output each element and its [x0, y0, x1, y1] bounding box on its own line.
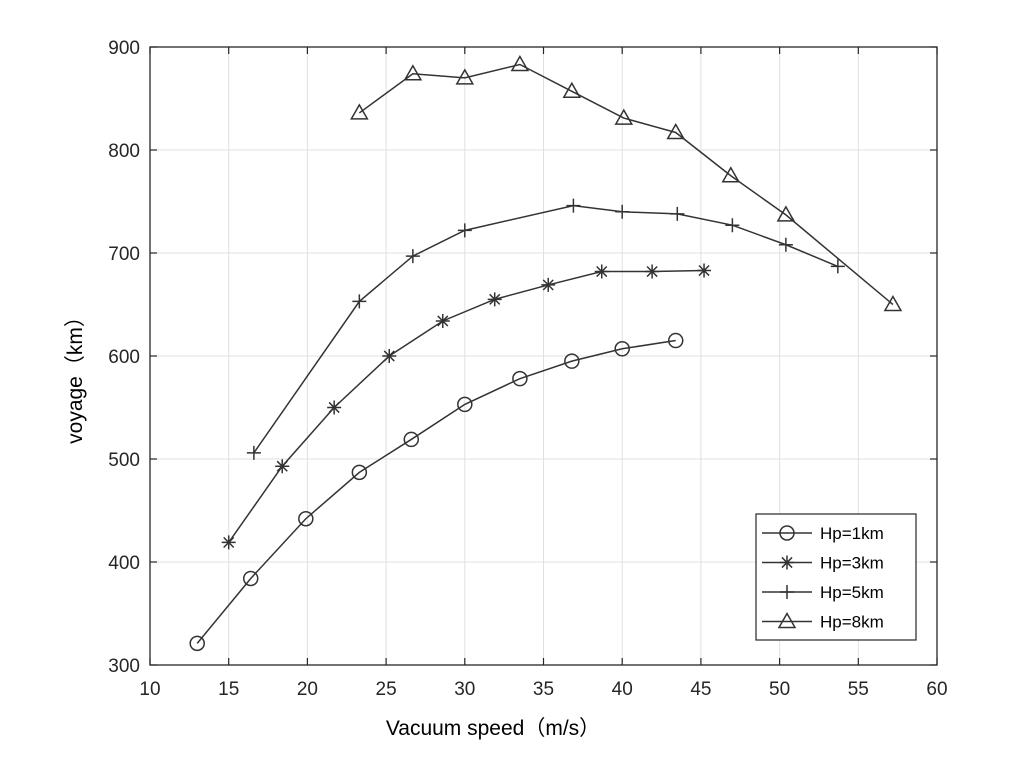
axes [149, 46, 938, 666]
data-point-triangle [666, 122, 686, 140]
data-point-plus [778, 237, 793, 252]
data-point-triangle [721, 166, 741, 183]
series-1 [189, 332, 684, 652]
y-tick-label: 300 [108, 656, 140, 677]
data-point-circle [298, 510, 314, 527]
data-point-circle [779, 525, 795, 541]
data-point-triangle [776, 205, 796, 222]
y-tick-label: 500 [108, 450, 140, 471]
series-4 [350, 54, 903, 312]
data-point-plus [405, 249, 420, 264]
legend-label: Hp=3km [820, 554, 884, 573]
data-point-circle [189, 635, 205, 652]
data-point-asterisk [382, 349, 397, 363]
series-line [358, 63, 894, 306]
data-point-triangle [883, 294, 903, 312]
data-point-plus [780, 585, 794, 599]
data-point-triangle [510, 54, 530, 72]
data-point-triangle [777, 611, 797, 629]
data-point-circle [242, 570, 259, 587]
data-point-asterisk [780, 555, 794, 570]
data-point-asterisk [697, 263, 712, 278]
data-point-plus [457, 223, 472, 238]
data-point-circle [351, 464, 368, 481]
data-point-triangle [350, 103, 369, 120]
data-point-triangle [455, 68, 475, 85]
legend: Hp=1km Hp=3km Hp=5km Hp=8km [755, 513, 917, 641]
data-point-circle [457, 396, 473, 413]
data-point-asterisk [275, 459, 290, 474]
data-point-triangle [403, 64, 423, 81]
series-2 [221, 263, 712, 550]
legend-box [755, 513, 917, 641]
legend-entry: Hp=3km [762, 554, 884, 573]
data-point-plus [246, 445, 261, 460]
series-line [228, 269, 705, 543]
y-axis-label: voyage（km） [64, 306, 87, 444]
x-tick-label: 50 [769, 679, 790, 700]
data-point-plus [670, 206, 685, 221]
data-point-triangle [614, 108, 634, 125]
legend-entry: Hp=1km [762, 524, 884, 543]
x-tick-label: 55 [848, 679, 869, 700]
x-tick-label: 25 [376, 679, 397, 700]
x-tick-label: 45 [690, 679, 711, 700]
data-point-circle [403, 431, 420, 448]
tick-labels: 10 15 20 25 30 35 40 45 50 55 60 300 400 500 600 700 800… [108, 38, 947, 700]
y-tick-label: 900 [108, 38, 140, 59]
data-point-asterisk [645, 264, 660, 279]
data-point-circle [667, 332, 684, 349]
data-point-plus [566, 198, 581, 213]
legend-label: Hp=1km [820, 524, 884, 543]
data-point-plus [352, 294, 367, 309]
data-point-asterisk [327, 400, 342, 415]
y-tick-label: 400 [108, 553, 140, 574]
data-point-asterisk [487, 292, 502, 307]
x-tick-label: 60 [926, 679, 947, 700]
x-tick-label: 30 [454, 679, 475, 700]
x-tick-label: 40 [612, 679, 633, 700]
series-line [253, 204, 839, 454]
legend-label: Hp=8km [820, 613, 884, 632]
y-tick-label: 600 [108, 347, 140, 368]
data-point-asterisk [221, 535, 236, 550]
series-line [196, 339, 676, 644]
x-axis-label: Vacuum speed（m/s） [386, 717, 600, 740]
data-point-circle [512, 370, 528, 387]
x-tick-label: 20 [297, 679, 318, 700]
legend-label: Hp=5km [820, 583, 884, 602]
legend-entry: Hp=5km [762, 583, 884, 602]
x-tick-label: 35 [533, 679, 554, 700]
data-point-triangle [562, 81, 582, 99]
data-point-circle [564, 353, 580, 369]
y-tick-label: 700 [108, 244, 140, 265]
data-point-circle [614, 341, 630, 357]
series-layer [189, 54, 903, 652]
data-point-plus [830, 259, 845, 274]
legend-entry: Hp=8km [762, 611, 884, 632]
x-tick-label: 15 [218, 679, 239, 700]
data-point-plus [615, 204, 630, 219]
data-point-asterisk [541, 277, 556, 292]
x-tick-label: 10 [139, 679, 160, 700]
data-point-plus [725, 218, 740, 233]
data-point-asterisk [435, 313, 450, 328]
data-point-asterisk [594, 264, 609, 279]
series-3 [246, 198, 845, 460]
y-tick-label: 800 [108, 141, 140, 162]
